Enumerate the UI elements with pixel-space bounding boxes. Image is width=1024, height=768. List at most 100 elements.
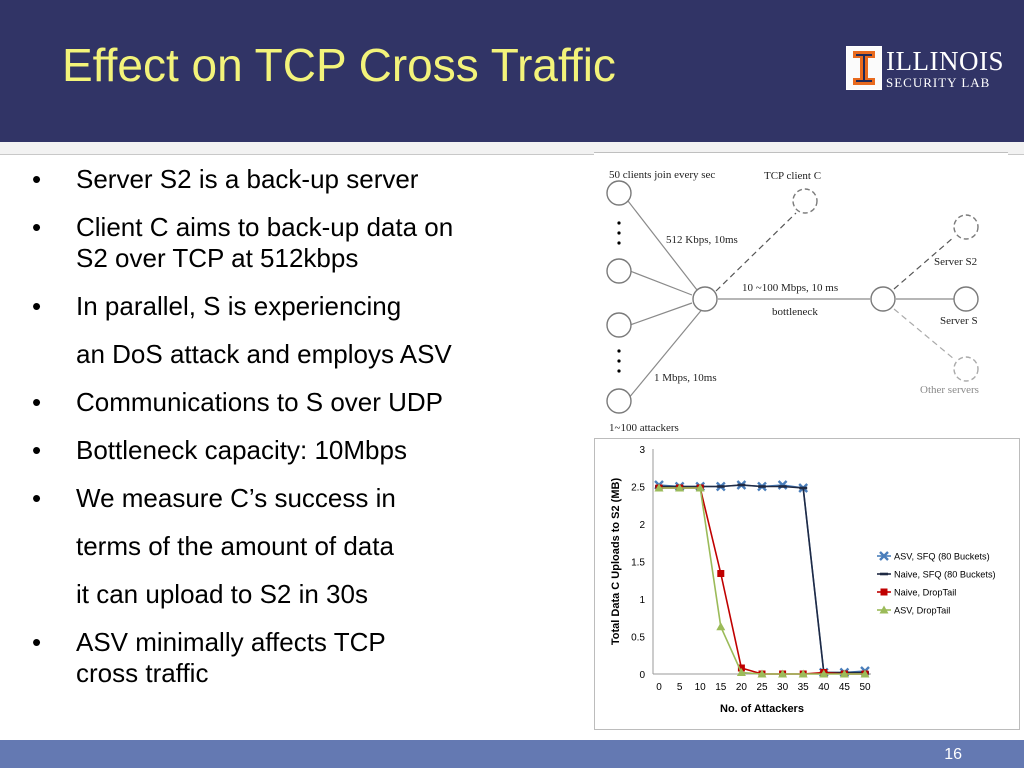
router-left	[692, 286, 718, 312]
legend-entry: ASV, SFQ (80 Buckets)	[894, 552, 990, 562]
y-axis-label: Total Data C Uploads to S2 (MB)	[610, 478, 622, 646]
bullet-marker: •	[32, 291, 42, 321]
link-other-servers	[893, 308, 955, 360]
label-link-1mbps: 1 Mbps, 10ms	[654, 372, 717, 384]
logo-wordmark: ILLINOIS	[886, 46, 1004, 76]
bullet-item: • Client C aims to back-up data on S2 over…	[30, 212, 590, 274]
bullet-item: • Communications to S over UDP	[30, 387, 590, 418]
data-point	[716, 622, 726, 631]
label-attackers: 1~100 attackers	[609, 422, 679, 434]
bullet-marker: •	[32, 483, 42, 513]
slide-title: Effect on TCP Cross Traffic	[62, 39, 616, 91]
bullet-marker: •	[32, 435, 42, 465]
data-point	[860, 669, 870, 678]
ellipsis-dots	[617, 221, 621, 373]
x-tick-label: 30	[777, 682, 789, 693]
logo-subtitle: SECURITY LAB	[886, 75, 991, 90]
bullet-item: • Server S2 is a back-up server	[30, 164, 590, 195]
bullet-continuation: an DoS attack and employs ASV	[30, 339, 590, 370]
bullet-text: Client C aims to back-up data on	[76, 212, 454, 242]
label-clients-join: 50 clients join every sec	[609, 169, 715, 181]
bullet-text: it can upload to S2 in 30s	[76, 579, 368, 609]
upload-line-chart: 0 0.5 1 1.5 2 2.5 3 0 5 10 15 20 25 30 35 40 45 50 No. of …	[594, 438, 1020, 730]
x-tick-label: 20	[736, 682, 748, 693]
bullet-text: cross traffic	[76, 658, 209, 688]
link-client-4	[627, 306, 705, 400]
header-divider	[0, 142, 1024, 155]
data-point	[695, 483, 705, 492]
label-server-s2: Server S2	[934, 256, 977, 268]
data-point	[879, 551, 889, 561]
bullet-text: ASV minimally affects TCP	[76, 627, 386, 657]
x-tick-label: 25	[756, 682, 768, 693]
bullet-item: • In parallel, S is experiencing	[30, 291, 590, 322]
data-point	[736, 668, 746, 676]
data-point	[819, 669, 829, 678]
x-tick-label: 35	[798, 682, 810, 693]
bullet-continuation: terms of the amount of data	[30, 531, 590, 562]
legend-entry: Naive, DropTail	[894, 588, 956, 598]
data-point	[778, 669, 788, 678]
x-tick-label: 50	[859, 682, 871, 693]
y-tick-label: 0.5	[631, 633, 645, 644]
data-point	[675, 483, 685, 492]
y-tick-label: 1	[639, 595, 645, 606]
bullet-text: an DoS attack and employs ASV	[76, 339, 452, 369]
other-servers-node	[953, 356, 979, 382]
client-node-4	[606, 388, 632, 414]
network-topology-diagram: 50 clients join every sec TCP client C 5…	[594, 152, 1008, 437]
link-client-1	[627, 200, 705, 300]
label-bottleneck: bottleneck	[772, 306, 818, 318]
data-point	[879, 605, 889, 614]
page-number: 16	[944, 746, 962, 763]
illinois-block-i-icon	[846, 46, 882, 90]
label-link-512: 512 Kbps, 10ms	[666, 234, 738, 246]
bullet-continuation: it can upload to S2 in 30s	[30, 579, 590, 610]
y-tick-label: 3	[639, 445, 645, 456]
client-node-1	[606, 180, 632, 206]
data-point	[757, 669, 767, 678]
illinois-security-lab-logo: ILLINOIS SECURITY LAB	[846, 46, 1018, 94]
bullet-text: In parallel, S is experiencing	[76, 291, 402, 321]
data-point	[654, 483, 664, 492]
data-point	[798, 669, 808, 678]
slide-footer: 16	[0, 740, 1024, 768]
label-other-servers: Other servers	[920, 384, 979, 396]
bullet-item: • ASV minimally affects TCP cross traffic	[30, 627, 590, 689]
bullet-text: S2 over TCP at 512kbps	[76, 243, 359, 273]
series-line	[659, 487, 865, 675]
bullet-marker: •	[32, 387, 42, 417]
bullet-text: We measure C’s success in	[76, 483, 396, 513]
client-node-2	[606, 258, 632, 284]
bullet-item: • We measure C’s success in	[30, 483, 590, 514]
x-tick-label: 10	[695, 682, 707, 693]
bullet-text: Communications to S over UDP	[76, 387, 444, 417]
label-bottleneck-speed: 10 ~100 Mbps, 10 ms	[742, 282, 838, 294]
router-right	[870, 286, 896, 312]
y-tick-label: 2	[639, 520, 645, 531]
x-tick-label: 5	[677, 682, 683, 693]
nodes	[606, 180, 979, 414]
bullet-marker: •	[32, 212, 42, 242]
link-client-3	[629, 302, 693, 326]
server-s2-node	[953, 214, 979, 240]
slide-header: Effect on TCP Cross Traffic ILLINOIS SEC…	[0, 0, 1024, 142]
bullet-text: terms of the amount of data	[76, 531, 394, 561]
bullet-text: Bottleneck capacity: 10Mbps	[76, 435, 407, 465]
link-tcp-client	[715, 212, 797, 292]
dashed-links	[715, 212, 955, 360]
bullet-marker: •	[32, 627, 42, 657]
data-point	[880, 588, 888, 596]
bullet-list: • Server S2 is a back-up server • Client C …	[30, 164, 590, 706]
bullet-marker: •	[32, 164, 42, 194]
label-tcp-client: TCP client C	[764, 170, 821, 182]
series-line	[659, 484, 865, 674]
data-point	[839, 669, 849, 678]
data-point	[717, 570, 725, 577]
legend-entry: ASV, DropTail	[894, 606, 950, 616]
x-tick-label: 15	[715, 682, 727, 693]
x-tick-label: 45	[839, 682, 851, 693]
tcp-client-node	[792, 188, 818, 214]
bullet-text: Server S2 is a back-up server	[76, 164, 419, 194]
x-tick-label: 40	[818, 682, 830, 693]
